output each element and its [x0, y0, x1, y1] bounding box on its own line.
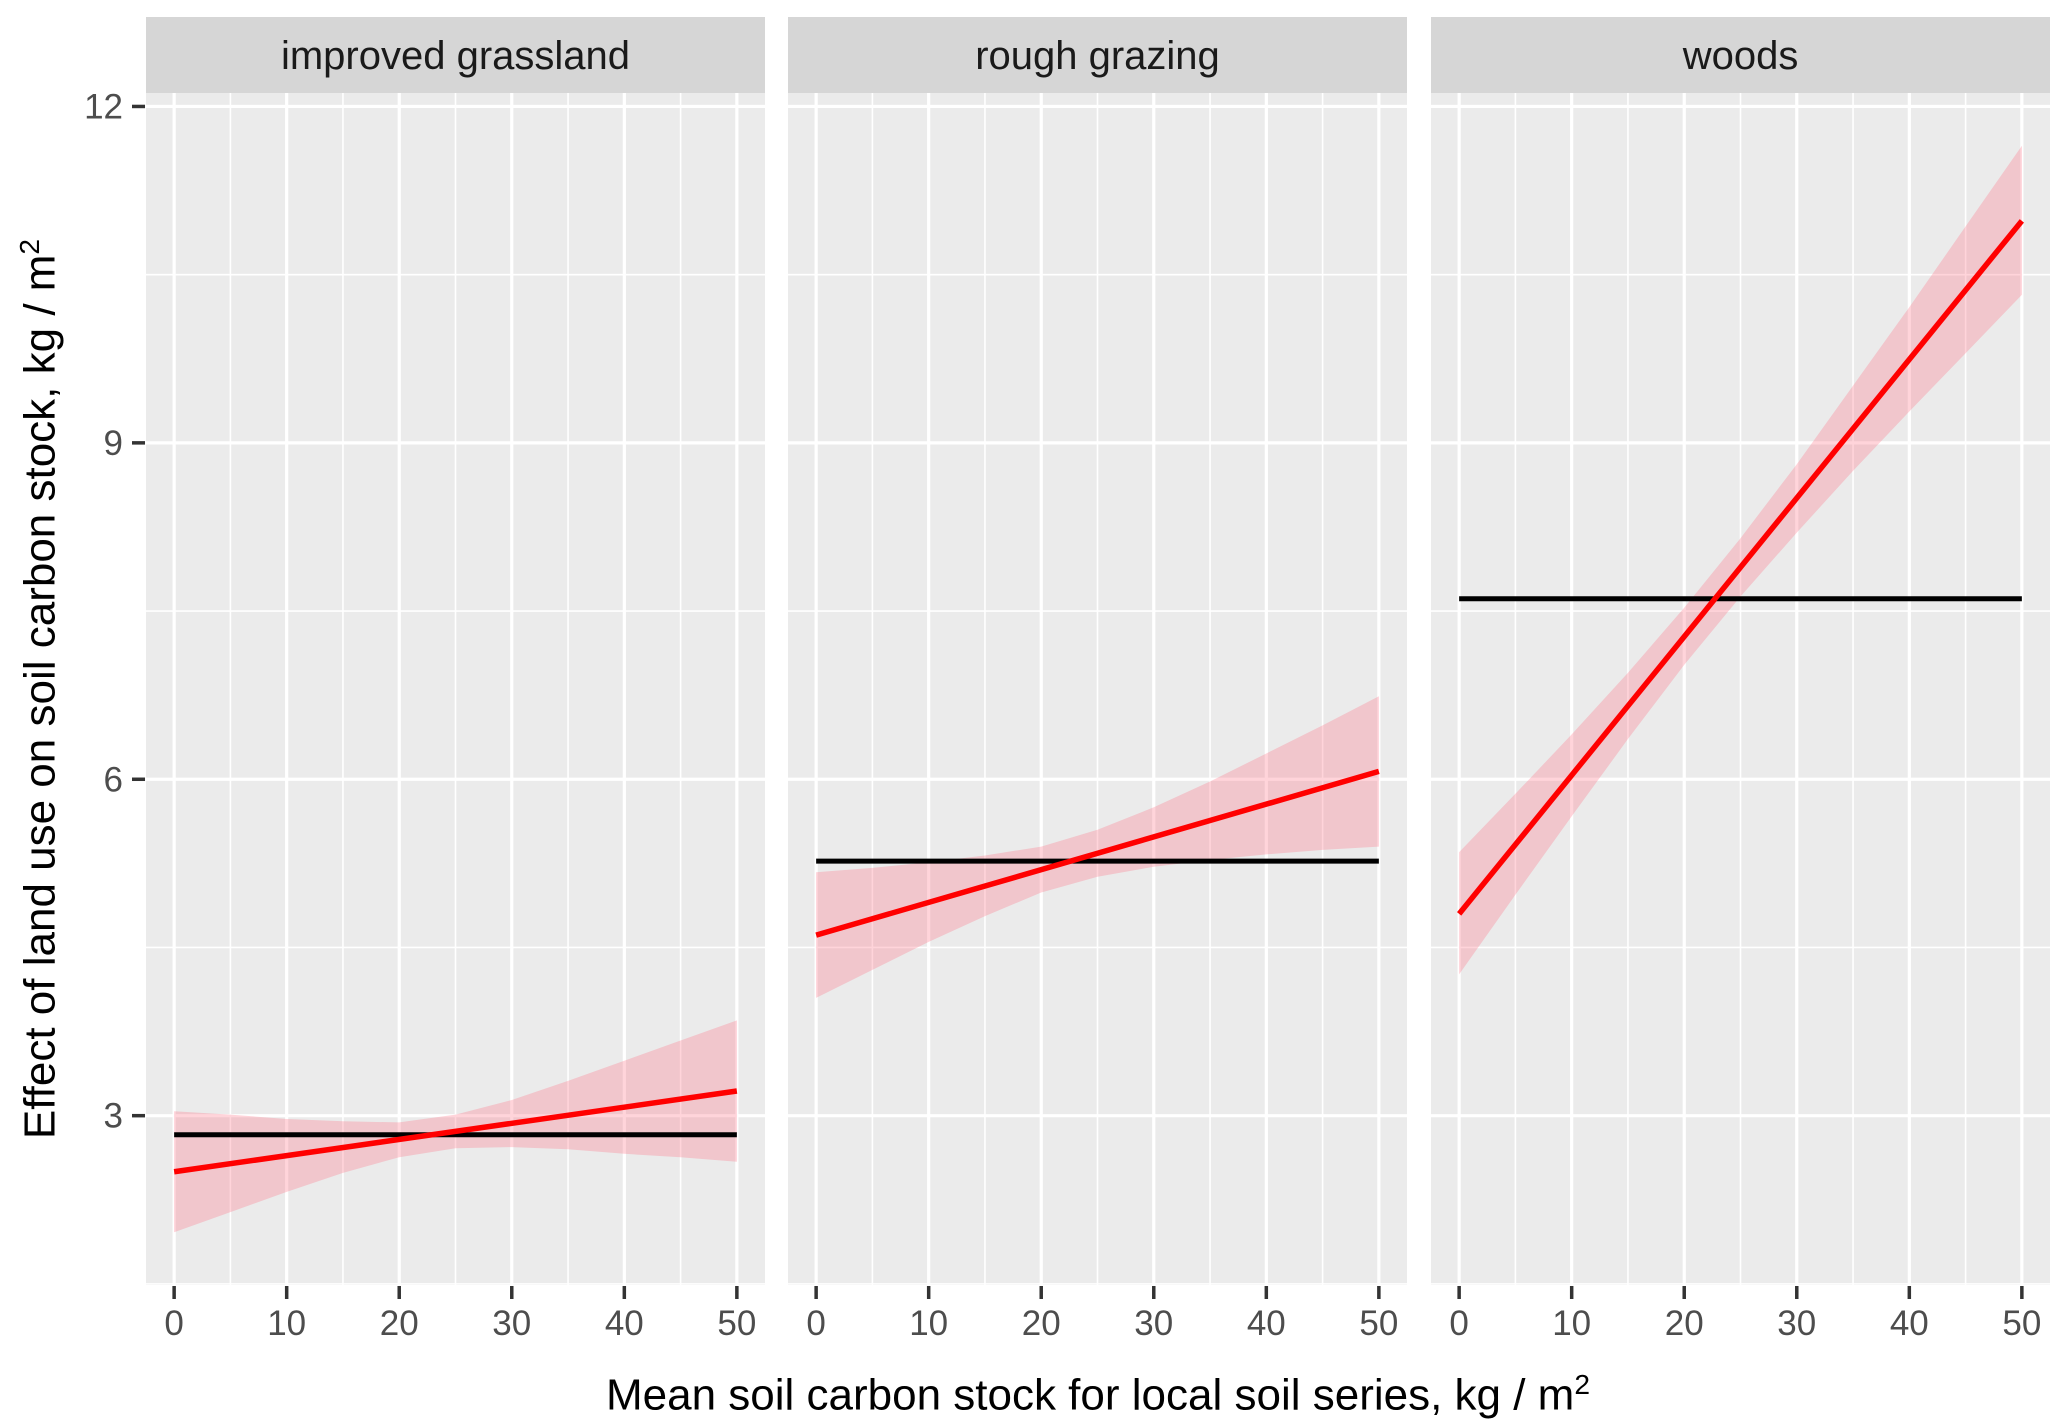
- confidence-ribbon: [816, 696, 1379, 998]
- facet-strip-label: woods: [1682, 34, 1799, 78]
- facet-strip-label: improved grassland: [281, 34, 630, 78]
- x-tick-label: 30: [492, 1304, 531, 1343]
- x-tick-label: 20: [1022, 1304, 1061, 1343]
- y-axis-title: Effect of land use on soil carbon stock,…: [14, 238, 65, 1140]
- facet-strip: [788, 17, 1407, 93]
- unit-superscript: 2: [14, 238, 45, 255]
- x-tick-label: 50: [717, 1304, 756, 1343]
- x-tick-label: 0: [1449, 1304, 1468, 1343]
- x-tick-label: 20: [1665, 1304, 1704, 1343]
- facet-strip: [1431, 17, 2050, 93]
- x-tick-label: 30: [1134, 1304, 1173, 1343]
- x-tick-label: 10: [1552, 1304, 1591, 1343]
- x-axis-title: Mean soil carbon stock for local soil se…: [605, 1369, 1591, 1420]
- x-tick-label: 50: [1359, 1304, 1398, 1343]
- x-tick-label: 0: [806, 1304, 825, 1343]
- x-tick-label: 50: [2002, 1304, 2041, 1343]
- unit-superscript: 2: [1574, 1369, 1591, 1400]
- facet-strip: [146, 17, 765, 93]
- regression-line: [815, 768, 1380, 938]
- y-tick-label: 9: [104, 424, 123, 463]
- y-tick-label: 3: [104, 1097, 123, 1136]
- x-tick-label: 10: [909, 1304, 948, 1343]
- x-tick-label: 20: [380, 1304, 419, 1343]
- x-tick-label: 30: [1777, 1304, 1816, 1343]
- x-tick-label: 40: [605, 1304, 644, 1343]
- confidence-ribbon: [174, 1020, 737, 1233]
- regression-line: [1457, 219, 2024, 916]
- regression-line: [173, 1088, 738, 1175]
- y-tick-label: 6: [104, 760, 123, 799]
- y-tick-label: 12: [84, 87, 123, 126]
- x-tick-label: 10: [267, 1304, 306, 1343]
- x-tick-label: 0: [164, 1304, 183, 1343]
- x-tick-label: 40: [1890, 1304, 1929, 1343]
- confidence-ribbon: [1459, 145, 2022, 975]
- facet-strip-label: rough grazing: [975, 34, 1220, 78]
- x-tick-label: 40: [1247, 1304, 1286, 1343]
